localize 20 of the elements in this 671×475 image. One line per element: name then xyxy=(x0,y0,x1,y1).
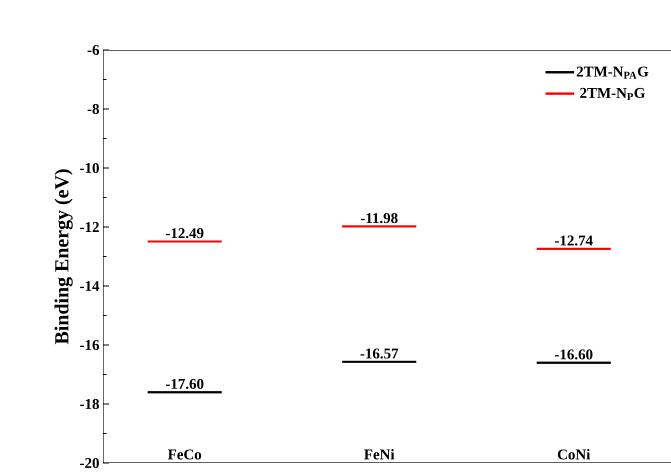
y-tick-label: -20 xyxy=(80,458,99,468)
y-tick-label: -18 xyxy=(80,398,99,410)
text: -12.49 xyxy=(166,228,204,238)
legend-label: 2TM-N$_{PA}$G xyxy=(576,66,648,79)
y-tick-label: -14 xyxy=(80,281,100,291)
legend-label: 2TM-N$_{P}$G xyxy=(580,88,645,100)
y-tick-label: -6 xyxy=(88,44,100,56)
text: -12.74 xyxy=(554,236,593,246)
y-axis-title: Binding Energy (eV) xyxy=(54,169,73,344)
text: -11.98 xyxy=(360,213,398,224)
y-tick-label: -10 xyxy=(80,162,99,174)
text: -16.57 xyxy=(360,348,398,359)
text: -16.60 xyxy=(554,349,592,360)
text: -17.60 xyxy=(166,378,204,390)
y-tick-label: -16 xyxy=(80,340,100,350)
x-tick-label: FeNi xyxy=(364,448,394,460)
y-tick-label: -8 xyxy=(88,104,99,114)
x-tick-label: CoNi xyxy=(558,448,590,460)
x-tick-label: FeCo xyxy=(168,449,202,460)
y-tick-label: -12 xyxy=(80,222,99,232)
